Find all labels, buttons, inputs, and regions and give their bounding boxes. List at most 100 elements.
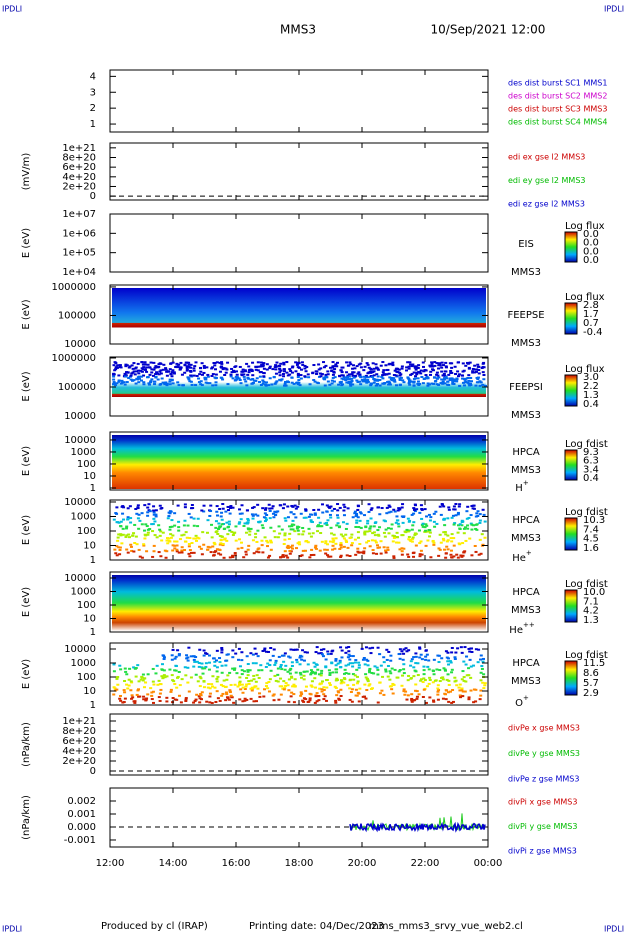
spectrogram-cell [428, 364, 432, 367]
spectrogram-cell [175, 686, 179, 689]
spectrogram-cell [315, 646, 319, 649]
spectrogram-cell [247, 544, 251, 547]
spectrogram-cell [384, 549, 388, 552]
colorbar-title: Log flux [565, 292, 605, 303]
spectrogram-cell [463, 550, 467, 553]
spectrogram-cell [251, 662, 255, 665]
spectrogram-cell [163, 383, 167, 386]
spectrogram-cell [196, 525, 200, 528]
spectrogram-cell [248, 530, 252, 533]
spectrogram-cell [437, 547, 441, 550]
spectrogram-cell [133, 367, 137, 370]
spectrogram-cell [426, 665, 430, 668]
spectrogram-cell [177, 529, 181, 532]
spectrogram-cell [265, 539, 269, 542]
spectrogram-cell [387, 504, 391, 507]
spectrogram-cell [342, 378, 346, 381]
colorbar-title: Log fdist [565, 439, 608, 450]
spectrogram-cell [356, 547, 360, 550]
spectrogram-cell [265, 368, 269, 371]
spectrogram-cell [160, 507, 164, 510]
spectrogram-cell [206, 373, 210, 376]
spectrogram-cell [271, 512, 275, 515]
spectrogram-cell [143, 504, 147, 507]
spectrogram-cell [382, 656, 386, 659]
spectrogram-cell [146, 376, 150, 379]
spectrogram-cell [182, 524, 186, 527]
spectrogram-cell [453, 656, 457, 659]
spectrogram-cell [263, 647, 267, 650]
spectrogram-cell [222, 528, 226, 531]
spectrogram-cell [337, 526, 341, 529]
spectrogram-cell [392, 536, 396, 539]
spectrogram-cell [451, 514, 455, 517]
spectrogram-cell [317, 368, 321, 371]
spectrogram-cell [172, 372, 176, 375]
spectrogram-cell [344, 664, 348, 667]
spectrogram-cell [233, 554, 237, 557]
spectrogram-cell [387, 380, 391, 383]
spectrogram-cell [416, 366, 420, 369]
spectrogram-cell [194, 384, 198, 387]
spectrogram-cell [358, 373, 362, 376]
y-tick-label: 4 [90, 71, 96, 82]
spectrogram-cell [277, 655, 281, 658]
legend-entry: divPi x gse MMS3 [508, 798, 577, 807]
spectrogram-cell [348, 687, 352, 690]
spectrogram-cell [368, 527, 372, 530]
species-base: He [512, 553, 526, 564]
spectrogram-cell [152, 683, 156, 686]
spectrogram-cell [402, 672, 406, 675]
spectrogram-cell [252, 506, 256, 509]
spectrogram-cell [189, 551, 193, 554]
colorbar-tick-label: 0.7 [583, 318, 599, 329]
spectrogram-cell [446, 548, 450, 551]
spectrogram-cell [251, 514, 255, 517]
spectrogram-cell [459, 646, 463, 649]
spectrogram-cell [432, 512, 436, 515]
spectrogram-cell [246, 519, 250, 522]
spectrogram-cell [310, 513, 314, 516]
spectrogram-cell [315, 700, 319, 703]
spectrogram-cell [406, 361, 410, 364]
spectrogram-cell [232, 668, 236, 671]
spectrogram-cell [400, 506, 404, 509]
spectrogram-cell [292, 683, 296, 686]
spectrogram-cell [177, 694, 181, 697]
spectrogram-cell [458, 543, 462, 546]
spectrogram-cell [262, 380, 266, 383]
spectrogram-cell [129, 517, 133, 520]
spectrogram-cell [468, 658, 472, 661]
spectrogram-cell [348, 662, 352, 665]
spectrogram-cell [253, 647, 257, 650]
y-tick-label: 1 [90, 555, 96, 566]
species-base: H [515, 483, 523, 494]
spectrogram-cell [192, 658, 196, 661]
spectrogram-cell [123, 697, 127, 700]
colorbar [564, 589, 578, 623]
spectrogram-cell [134, 382, 138, 385]
spectrogram-cell [438, 505, 442, 508]
spectrogram-cell [216, 697, 220, 700]
spectrogram-cell [150, 523, 154, 526]
spectrogram-cell [226, 653, 230, 656]
spectrogram-cell [165, 382, 169, 385]
spectrogram-cell [316, 668, 320, 671]
x-tick-label: 14:00 [159, 858, 188, 869]
spectrogram-cell [313, 380, 317, 383]
spectrogram-cell [301, 526, 305, 529]
spectrogram-cell [268, 554, 272, 557]
y-axis-label: E (eV) [21, 515, 32, 545]
spectrogram-cell [441, 382, 445, 385]
spectrogram-cell [347, 373, 351, 376]
spectrogram-cell [438, 680, 442, 683]
spectrogram-cell [298, 384, 302, 387]
spectrogram-cell [250, 513, 254, 516]
spectrogram-cell [415, 695, 419, 698]
spectrogram-cell [304, 516, 308, 519]
spectrogram-cell [382, 693, 386, 696]
spectrogram-cell [142, 686, 146, 689]
y-tick-label: 1000 [71, 447, 96, 458]
spectrogram-cell [240, 374, 244, 377]
spectrogram-cell [436, 690, 440, 693]
